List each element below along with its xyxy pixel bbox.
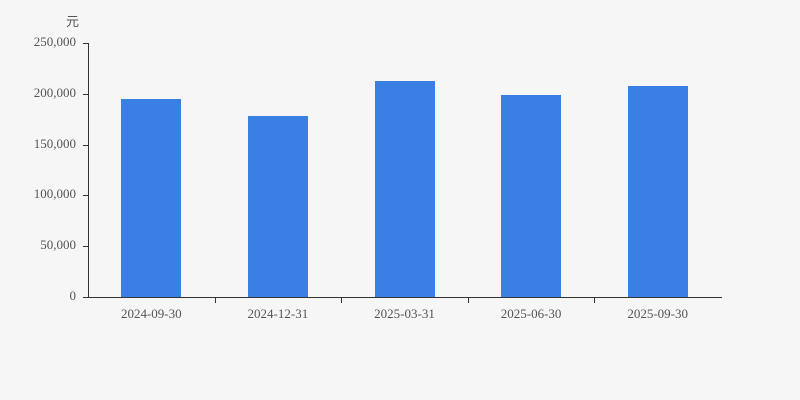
x-axis-category-label: 2025-06-30 — [500, 306, 562, 321]
bar[interactable] — [121, 98, 182, 297]
y-axis-tick-label: 200,000 — [33, 84, 76, 100]
y-axis-tick-label: 150,000 — [33, 135, 76, 151]
y-axis-unit-label: 元 — [66, 15, 80, 30]
x-axis-category-label: 2025-09-30 — [627, 306, 689, 321]
bar[interactable] — [374, 80, 435, 297]
x-axis-tick-mark — [594, 297, 596, 303]
bar[interactable] — [247, 116, 308, 297]
y-axis-tick-label: 100,000 — [33, 186, 76, 202]
x-axis-line — [88, 297, 722, 298]
y-axis-tick-mark — [83, 93, 88, 95]
plot-area: 0 50,000 100,000 150,000 200,000 250,000 — [34, 34, 721, 303]
x-axis-category-label: 2024-12-31 — [247, 306, 309, 321]
y-axis-tick-label: 250,000 — [33, 34, 76, 49]
bar[interactable] — [501, 94, 562, 297]
x-axis-category-label: 2025-03-31 — [374, 306, 435, 321]
y-axis-line — [88, 43, 89, 298]
y-axis-tick-label: 50,000 — [40, 237, 76, 253]
y-axis-tick-mark — [83, 246, 88, 248]
y-axis-tick-mark — [83, 144, 88, 146]
y-axis-tick-mark — [83, 43, 88, 44]
x-axis-tick-mark — [214, 297, 216, 303]
y-axis-tick-mark — [83, 195, 88, 197]
x-axis-category-label: 2024-09-30 — [120, 306, 182, 321]
x-axis-tick-mark — [467, 297, 469, 303]
y-axis-tick-label: 0 — [69, 288, 77, 303]
bar[interactable] — [627, 85, 688, 297]
x-axis-tick-mark — [341, 297, 343, 303]
y-axis-tick-mark — [83, 297, 88, 298]
